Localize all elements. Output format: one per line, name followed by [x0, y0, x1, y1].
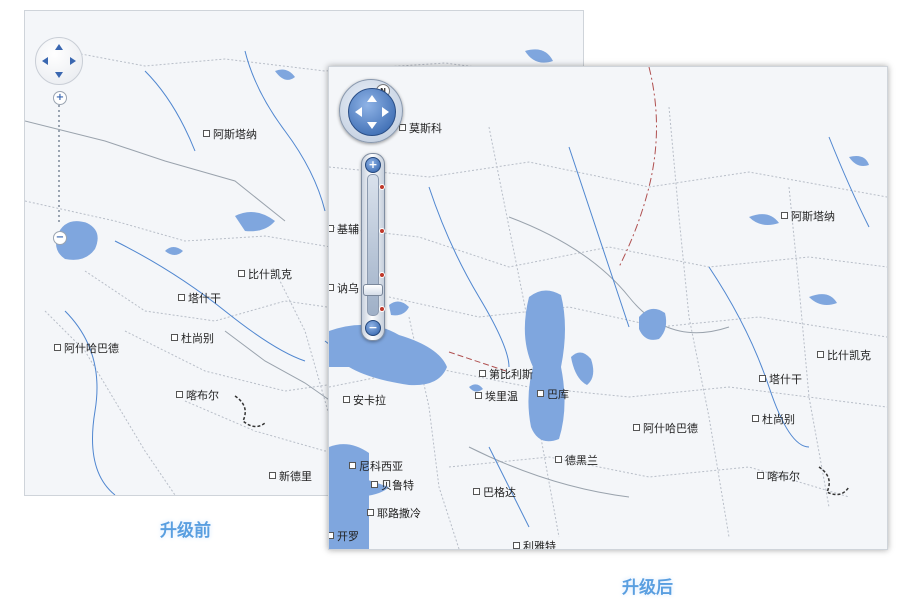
city-label: 巴库: [537, 389, 569, 401]
map-after-panel[interactable]: 莫斯科 基辅 阿斯塔纳 讷乌 比什凯克 第比利斯 塔什干 安卡拉 埃里温 巴库 …: [328, 66, 888, 550]
city-label: 杜尚别: [171, 333, 214, 345]
zoom-out-button[interactable]: −: [365, 320, 381, 336]
zoom-out-button[interactable]: −: [53, 231, 67, 245]
pan-arrows-icon: [355, 95, 389, 129]
pan-arrows-icon: [42, 44, 76, 78]
city-label: 莫斯科: [399, 123, 442, 135]
city-label: 贝鲁特: [371, 480, 414, 492]
city-label: 阿什哈巴德: [633, 423, 698, 435]
city-label: 耶路撒冷: [367, 508, 421, 520]
map-after-base: [329, 67, 887, 549]
zoom-level-marker[interactable]: [379, 228, 385, 234]
city-label: 比什凯克: [817, 350, 871, 362]
city-label: 德黑兰: [555, 455, 598, 467]
zoom-handle[interactable]: [363, 284, 383, 296]
zoom-in-button[interactable]: +: [53, 91, 67, 105]
city-label: 阿斯塔纳: [781, 211, 835, 223]
pan-control[interactable]: N: [339, 79, 403, 143]
city-label: 喀布尔: [757, 471, 800, 483]
city-label: 比什凯克: [238, 269, 292, 281]
caption-before: 升级前: [160, 521, 211, 541]
zoom-in-button[interactable]: +: [365, 157, 381, 173]
city-label: 新德里: [269, 471, 312, 483]
city-label: 阿斯塔纳: [203, 129, 257, 141]
city-label: 塔什干: [759, 374, 802, 386]
city-label: 塔什干: [178, 293, 221, 305]
zoom-track[interactable]: [367, 174, 379, 316]
city-label: 讷乌: [329, 283, 359, 295]
city-label: 阿什哈巴德: [54, 343, 119, 355]
pan-pad[interactable]: [348, 88, 396, 136]
pan-control[interactable]: [35, 37, 83, 85]
zoom-level-marker[interactable]: [379, 306, 385, 312]
zoom-level-marker[interactable]: [379, 272, 385, 278]
city-label: 安卡拉: [343, 395, 386, 407]
city-label: 利雅特: [513, 541, 556, 549]
city-label: 尼科西亚: [349, 461, 403, 473]
city-label: 基辅: [329, 224, 359, 236]
zoom-level-marker[interactable]: [379, 184, 385, 190]
city-label: 巴格达: [473, 487, 516, 499]
city-label: 埃里温: [475, 391, 518, 403]
city-label: 杜尚别: [752, 414, 795, 426]
city-label: 喀布尔: [176, 390, 219, 402]
zoom-track[interactable]: [58, 105, 60, 225]
city-label: 第比利斯: [479, 369, 533, 381]
zoom-control: + −: [361, 153, 385, 341]
zoom-control: + −: [53, 91, 67, 245]
city-label: 开罗: [329, 531, 359, 543]
caption-after: 升级后: [622, 578, 673, 598]
